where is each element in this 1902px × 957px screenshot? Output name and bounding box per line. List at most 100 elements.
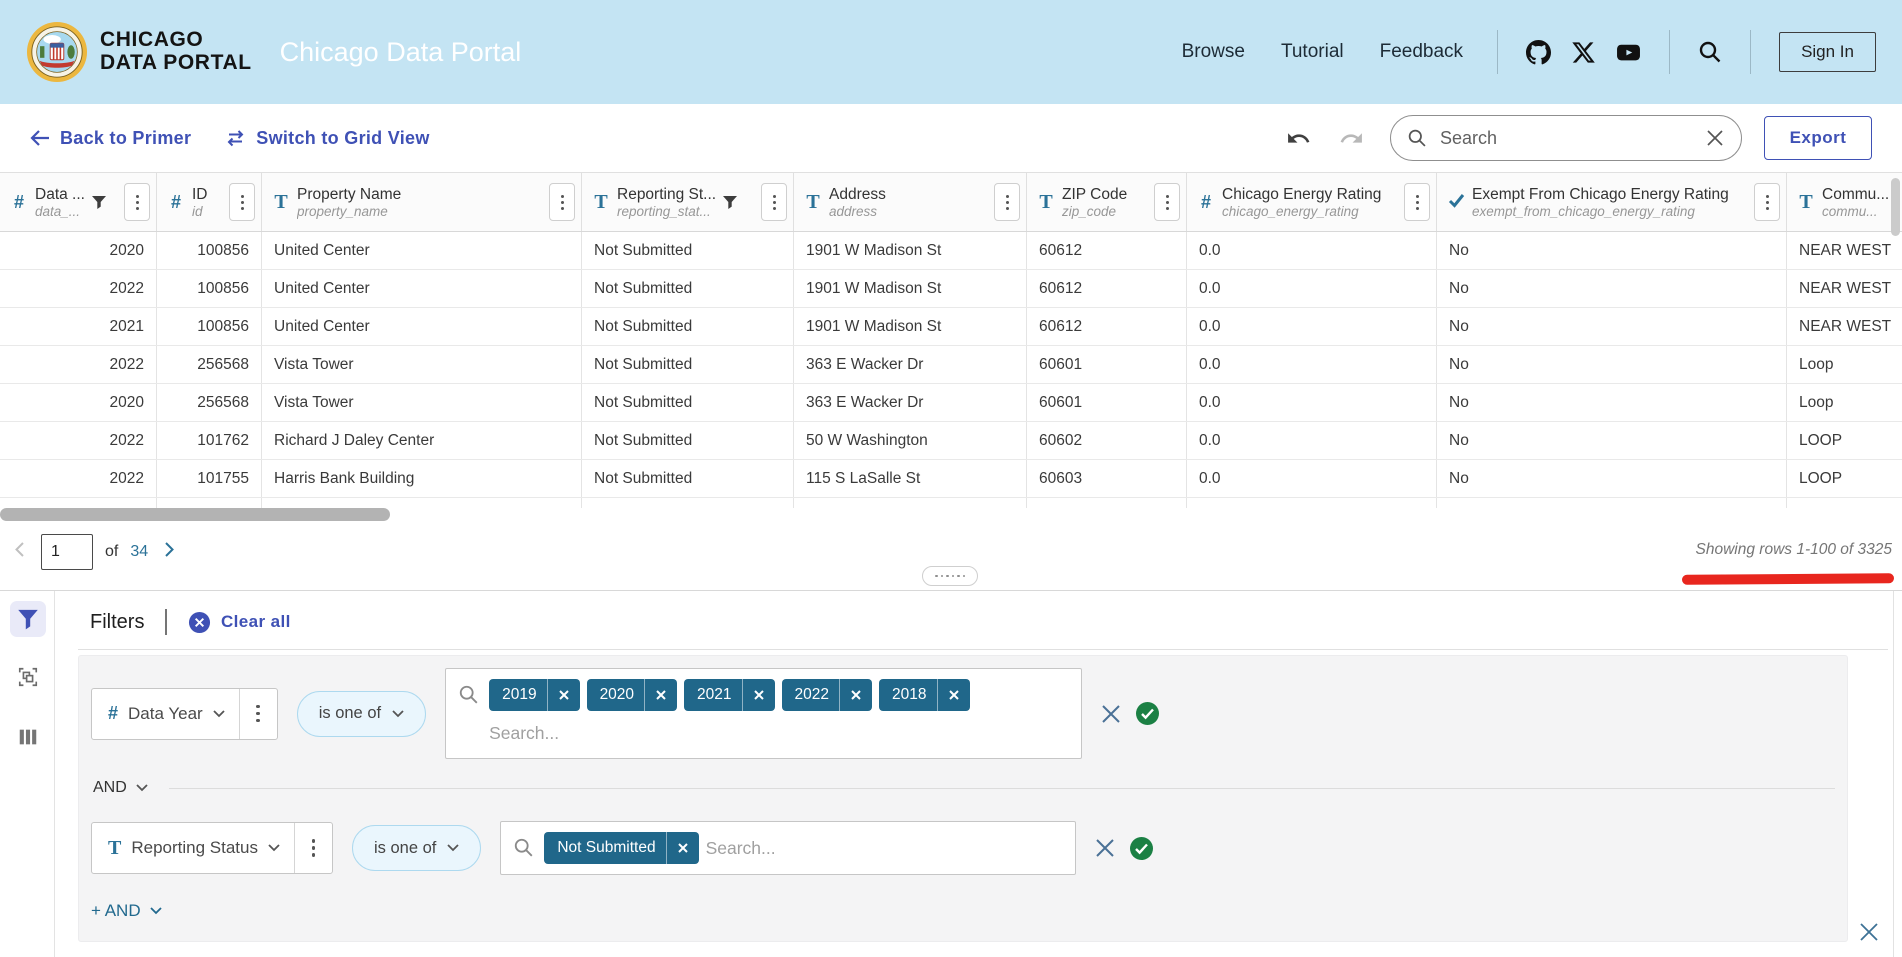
table-cell[interactable]: 0.0 (1187, 308, 1437, 345)
table-cell[interactable]: 60603 (1027, 460, 1187, 497)
remove-chip-button[interactable] (665, 832, 699, 864)
next-page-button[interactable] (160, 541, 177, 563)
table-cell[interactable]: Not Submitted (582, 232, 794, 269)
column-kebab-menu[interactable] (994, 183, 1020, 221)
switch-to-grid-view-link[interactable]: Switch to Grid View (225, 128, 429, 149)
column-header[interactable]: # Data ... data_... (0, 173, 157, 231)
table-cell[interactable]: NEAR WEST (1787, 232, 1902, 269)
table-cell[interactable]: 0.0 (1187, 460, 1437, 497)
manage-columns-tab-button[interactable] (10, 719, 46, 755)
table-cell[interactable]: 50 W Washington (794, 422, 1027, 459)
table-cell[interactable]: No (1437, 308, 1787, 345)
column-kebab-menu[interactable] (761, 183, 787, 221)
table-cell[interactable]: Not Submitted (582, 422, 794, 459)
table-cell[interactable]: 60612 (1027, 232, 1187, 269)
table-cell[interactable]: Vista Tower (262, 346, 582, 383)
table-cell[interactable]: Loop (1787, 384, 1902, 421)
search-icon[interactable] (1698, 40, 1722, 64)
table-cell[interactable]: 101762 (157, 422, 262, 459)
back-to-primer-link[interactable]: Back to Primer (30, 128, 191, 149)
table-cell[interactable]: 60601 (1027, 346, 1187, 383)
table-cell[interactable]: Not Submitted (582, 270, 794, 307)
remove-chip-button[interactable] (546, 679, 580, 711)
table-cell[interactable]: 2022 (0, 346, 157, 383)
column-header[interactable]: Exempt From Chicago Energy Rating exempt… (1437, 173, 1787, 231)
table-cell[interactable]: 256568 (157, 346, 262, 383)
table-cell[interactable]: 100856 (157, 308, 262, 345)
column-kebab-menu[interactable] (549, 183, 575, 221)
remove-chip-button[interactable] (839, 679, 872, 711)
table-cell[interactable]: Harris Bank Building (262, 460, 582, 497)
filter-enabled-check-icon[interactable] (1135, 701, 1160, 726)
filter-enabled-check-icon[interactable] (1129, 836, 1154, 861)
table-cell[interactable]: Loop (1787, 346, 1902, 383)
table-cell[interactable]: 2022 (0, 422, 157, 459)
table-cell[interactable]: No (1437, 460, 1787, 497)
table-cell[interactable]: 100856 (157, 232, 262, 269)
filter-operator-dropdown[interactable]: is one of (351, 825, 482, 871)
table-cell[interactable]: Vista Tower (262, 384, 582, 421)
column-kebab-menu[interactable] (124, 183, 150, 221)
table-cell[interactable]: 0.0 (1187, 232, 1437, 269)
table-cell[interactable]: 60601 (1027, 384, 1187, 421)
filters-tab-button[interactable] (10, 601, 46, 637)
remove-chip-button[interactable] (936, 679, 970, 711)
column-kebab-menu[interactable] (229, 183, 255, 221)
table-cell[interactable]: 100856 (157, 270, 262, 307)
table-cell[interactable]: 363 E Wacker Dr (794, 384, 1027, 421)
table-cell[interactable]: 1901 W Madison St (794, 232, 1027, 269)
filter-value-search-input[interactable] (489, 718, 1072, 748)
table-cell[interactable]: No (1437, 422, 1787, 459)
table-cell[interactable]: No (1437, 346, 1787, 383)
header-nav-link[interactable]: Tutorial (1280, 41, 1344, 62)
clear-search-icon[interactable] (1705, 128, 1725, 148)
table-cell[interactable]: 2022 (0, 270, 157, 307)
table-cell[interactable]: 60612 (1027, 270, 1187, 307)
column-header[interactable]: # ID id (157, 173, 262, 231)
sign-in-button[interactable]: Sign In (1779, 32, 1876, 72)
horizontal-scrollbar-thumb[interactable] (0, 508, 390, 521)
undo-icon[interactable] (1286, 126, 1311, 151)
export-button[interactable]: Export (1764, 116, 1872, 160)
column-header[interactable]: T ZIP Code zip_code (1027, 173, 1187, 231)
table-cell[interactable]: 0.0 (1187, 346, 1437, 383)
column-header[interactable]: T Address address (794, 173, 1027, 231)
add-condition-button[interactable]: + AND (91, 901, 1847, 921)
table-cell[interactable]: 0.0 (1187, 270, 1437, 307)
table-search-input[interactable] (1440, 127, 1693, 149)
remove-chip-button[interactable] (741, 679, 775, 711)
filter-column-selector[interactable]: T Reporting Status (91, 822, 333, 874)
column-header[interactable]: T Property Name property_name (262, 173, 582, 231)
vertical-scrollbar-thumb[interactable] (1891, 178, 1900, 236)
clear-all-filters-button[interactable]: Clear all (188, 611, 291, 634)
chicago-data-portal-logo[interactable]: CHICAGO DATA PORTAL (26, 21, 252, 83)
table-cell[interactable]: United Center (262, 232, 582, 269)
filter-kebab-menu[interactable] (293, 823, 332, 873)
column-kebab-menu[interactable] (1154, 183, 1180, 221)
github-icon[interactable] (1526, 39, 1552, 65)
table-cell[interactable]: Not Submitted (582, 308, 794, 345)
column-kebab-menu[interactable] (1404, 183, 1430, 221)
table-cell[interactable]: Richard J Daley Center (262, 422, 582, 459)
filter-operator-dropdown[interactable]: is one of (296, 690, 427, 737)
x-twitter-icon[interactable] (1571, 40, 1596, 65)
table-cell[interactable]: 1901 W Madison St (794, 308, 1027, 345)
previous-page-button[interactable] (12, 541, 29, 563)
table-cell[interactable]: No (1437, 270, 1787, 307)
page-number-input[interactable] (41, 534, 93, 570)
redo-icon[interactable] (1339, 126, 1364, 151)
table-cell[interactable]: NEAR WEST (1787, 270, 1902, 307)
filter-value-search-input[interactable] (705, 833, 1066, 863)
column-header[interactable]: T Commu... commu... (1787, 173, 1902, 231)
filter-column-selector[interactable]: # Data Year (91, 687, 278, 740)
table-cell[interactable]: 363 E Wacker Dr (794, 346, 1027, 383)
and-operator-dropdown[interactable]: AND (93, 779, 1835, 797)
table-cell[interactable]: Not Submitted (582, 460, 794, 497)
panel-resize-drag-handle[interactable] (922, 566, 978, 586)
table-cell[interactable]: 0.0 (1187, 384, 1437, 421)
table-cell[interactable]: 101755 (157, 460, 262, 497)
table-cell[interactable]: LOOP (1787, 422, 1902, 459)
header-nav-link[interactable]: Browse (1181, 41, 1245, 62)
group-data-tab-button[interactable] (10, 659, 46, 695)
remove-chip-button[interactable] (644, 679, 677, 711)
